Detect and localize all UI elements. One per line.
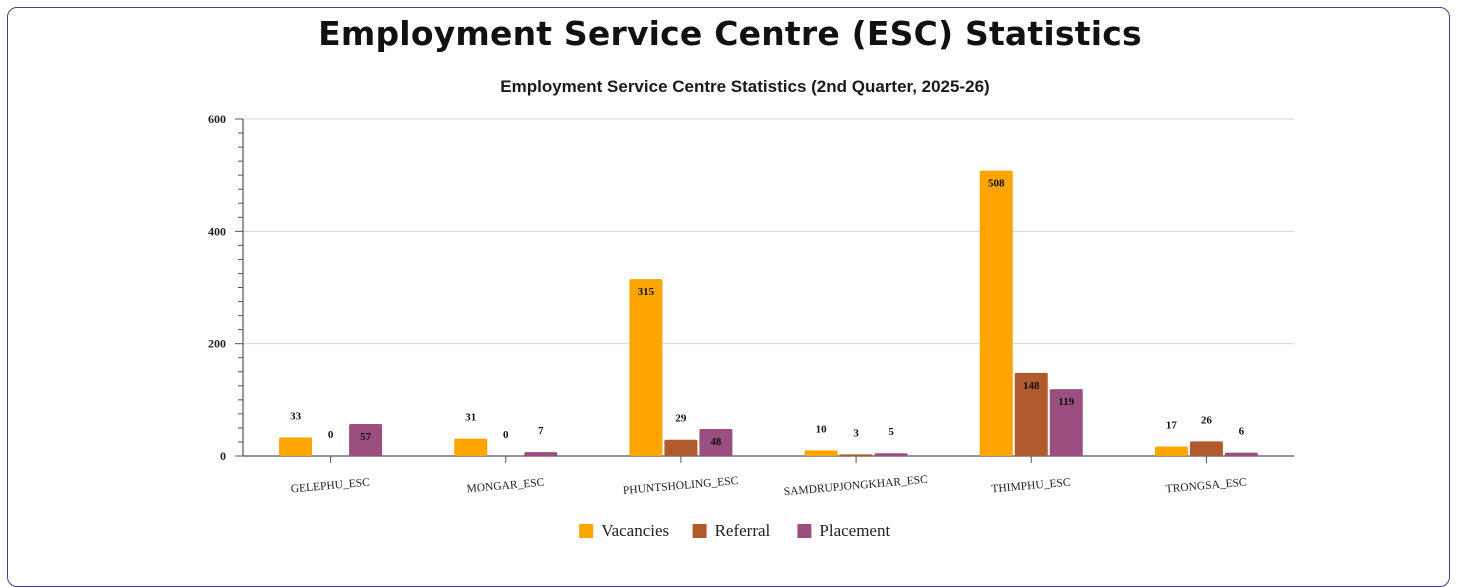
- y-tick-label: 600: [208, 112, 226, 126]
- chart-card: [7, 7, 1450, 587]
- bar-placement[interactable]: [874, 453, 908, 456]
- x-axis-labels: GELEPHU_ESC MONGAR_ESC PHUNTSHOLING_ESC SAM…: [290, 456, 1247, 498]
- data-label: 5: [888, 426, 894, 438]
- bar-placement[interactable]: [349, 423, 383, 456]
- data-label: 33: [290, 410, 302, 422]
- bar-placement[interactable]: [1224, 452, 1258, 456]
- x-tick-label: TRONGSA_ESC: [1165, 476, 1247, 495]
- bar-placement[interactable]: [524, 452, 558, 456]
- x-tick-label: PHUNTSHOLING_ESC: [623, 475, 740, 497]
- bar-referral[interactable]: [1189, 441, 1223, 456]
- bar-vacancies[interactable]: [1154, 446, 1188, 456]
- data-label: 31: [465, 412, 476, 424]
- page-title: Employment Service Centre (ESC) Statisti…: [318, 14, 1142, 53]
- data-label: 10: [816, 423, 828, 435]
- bar-vacancies[interactable]: [804, 450, 838, 456]
- data-label: 3: [853, 427, 859, 439]
- data-label: 26: [1201, 414, 1213, 426]
- legend-swatch: [692, 524, 707, 538]
- bar-referral[interactable]: [839, 454, 873, 456]
- legend-item-vacancies[interactable]: Vacancies: [579, 521, 669, 540]
- y-axis: 0 200 400 600: [208, 112, 244, 463]
- legend-label: Vacancies: [601, 521, 669, 540]
- legend[interactable]: Vacancies Referral Placement: [579, 521, 890, 540]
- bars: [279, 170, 1258, 456]
- x-tick-label: SAMDRUPJONGKHAR_ESC: [783, 474, 928, 499]
- data-label: 508: [988, 178, 1005, 190]
- bar-vacancies[interactable]: [279, 437, 313, 456]
- data-label: 0: [503, 429, 509, 441]
- legend-item-placement[interactable]: Placement: [797, 521, 890, 540]
- legend-swatch: [579, 524, 594, 538]
- y-tick-label: 200: [208, 337, 226, 351]
- bar-referral[interactable]: [1014, 372, 1048, 456]
- grid-lines: [243, 118, 1294, 457]
- bar-referral[interactable]: [664, 439, 698, 456]
- y-tick-label: 400: [208, 224, 226, 238]
- data-label: 57: [360, 431, 372, 443]
- data-label: 0: [328, 429, 334, 441]
- bar-placement[interactable]: [1049, 389, 1083, 456]
- data-label: 48: [710, 436, 722, 448]
- bar-vacancies[interactable]: [979, 170, 1013, 456]
- chart-title: Employment Service Centre Statistics (2n…: [500, 77, 989, 96]
- data-label: 119: [1058, 396, 1074, 408]
- data-label: 17: [1166, 419, 1178, 431]
- legend-swatch: [797, 524, 812, 538]
- data-label: 315: [638, 286, 655, 298]
- data-label: 6: [1239, 426, 1245, 438]
- bar-chart: Employment Service Centre Statistics (2n…: [208, 77, 1294, 540]
- data-labels: 33 0 57 31 0 7 315 29 48 10 3 5 508 148 119 17 26 6: [290, 178, 1245, 448]
- data-label: 29: [675, 413, 687, 425]
- data-label: 148: [1023, 380, 1040, 392]
- y-tick-label: 0: [220, 449, 226, 463]
- legend-label: Referral: [715, 521, 771, 540]
- bar-vacancies[interactable]: [454, 438, 488, 456]
- legend-item-referral[interactable]: Referral: [692, 521, 771, 540]
- legend-label: Placement: [819, 521, 890, 540]
- bar-vacancies[interactable]: [629, 279, 663, 456]
- bar-placement[interactable]: [699, 429, 733, 456]
- x-tick-label: GELEPHU_ESC: [290, 477, 370, 496]
- data-label: 7: [538, 425, 544, 437]
- x-tick-label: MONGAR_ESC: [466, 477, 545, 496]
- x-tick-label: THIMPHU_ESC: [991, 477, 1071, 496]
